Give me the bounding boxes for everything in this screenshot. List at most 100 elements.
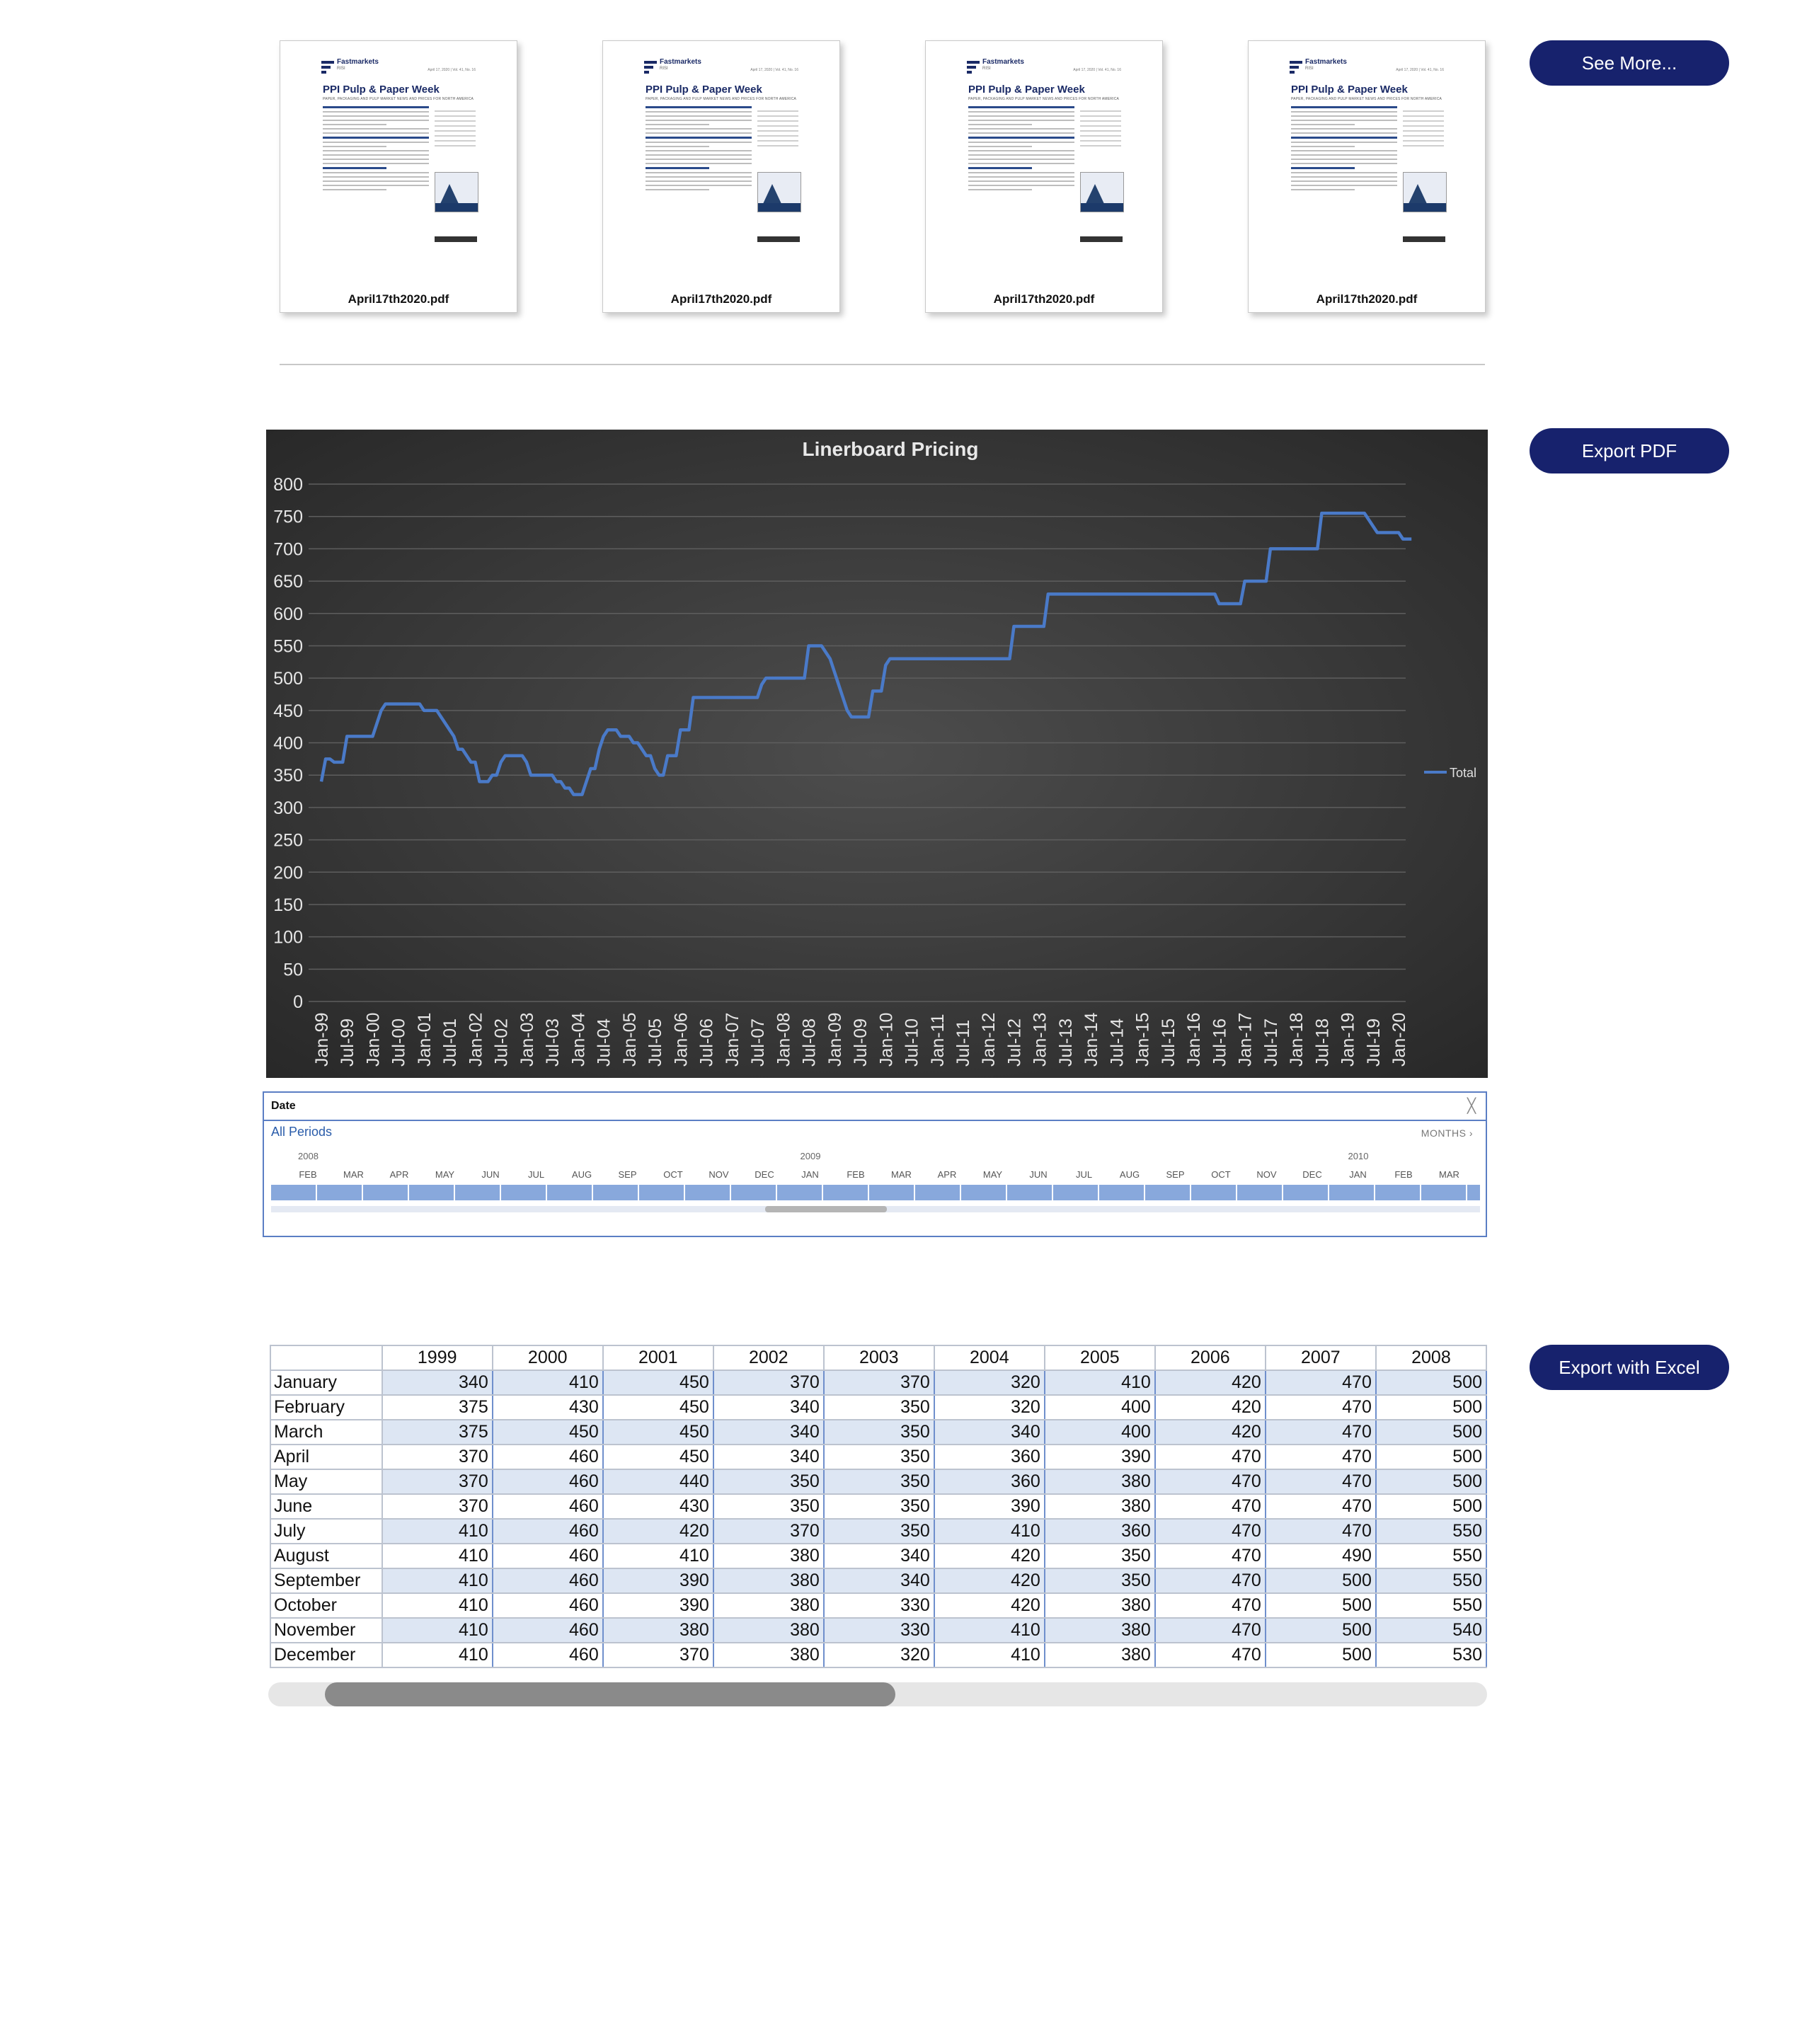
table-cell[interactable]: 390 — [933, 1493, 1045, 1520]
table-cell[interactable]: 390 — [1043, 1444, 1156, 1470]
table-cell[interactable]: 410 — [933, 1518, 1045, 1544]
table-cell[interactable]: 420 — [933, 1543, 1045, 1569]
table-cell[interactable]: 350 — [712, 1493, 825, 1520]
table-cell[interactable]: 380 — [712, 1543, 825, 1569]
table-cell[interactable]: 500 — [1264, 1617, 1377, 1643]
slicer-month-label[interactable]: FEB — [299, 1169, 317, 1180]
table-cell[interactable]: 370 — [712, 1518, 825, 1544]
table-cell[interactable]: 470 — [1264, 1469, 1377, 1495]
table-cell[interactable]: 550 — [1375, 1592, 1487, 1619]
table-cell[interactable]: 340 — [712, 1419, 825, 1445]
table-cell[interactable]: 460 — [491, 1617, 604, 1643]
table-cell[interactable]: 340 — [712, 1394, 825, 1420]
column-header[interactable]: 2007 — [1264, 1345, 1377, 1371]
slicer-month-label[interactable]: SEP — [1166, 1169, 1185, 1180]
pdf-thumbnail[interactable]: Fastmarkets RISI April 17, 2020 | Vol. 41,… — [602, 40, 840, 313]
slicer-month-label[interactable]: MAY — [435, 1169, 455, 1180]
table-cell[interactable]: 410 — [933, 1642, 1045, 1668]
table-cell[interactable]: 360 — [933, 1469, 1045, 1495]
table-cell[interactable]: 400 — [1043, 1419, 1156, 1445]
slicer-month-label[interactable]: OCT — [663, 1169, 683, 1180]
table-cell[interactable]: 420 — [933, 1592, 1045, 1619]
table-cell[interactable]: 460 — [491, 1568, 604, 1594]
table-cell[interactable]: 380 — [712, 1642, 825, 1668]
table-cell[interactable]: 410 — [933, 1617, 1045, 1643]
pdf-filename[interactable]: April17th2020.pdf — [993, 292, 1095, 306]
table-cell[interactable]: 460 — [491, 1444, 604, 1470]
column-header[interactable]: 2006 — [1154, 1345, 1266, 1371]
table-cell[interactable]: 460 — [491, 1493, 604, 1520]
table-cell[interactable]: 470 — [1154, 1493, 1266, 1520]
table-cell[interactable]: 420 — [1154, 1370, 1266, 1396]
table-cell[interactable]: 340 — [822, 1568, 935, 1594]
pdf-thumbnail[interactable]: Fastmarkets RISI April 17, 2020 | Vol. 41,… — [925, 40, 1163, 313]
slicer-month-label[interactable]: JAN — [801, 1169, 819, 1180]
table-cell[interactable]: 350 — [1043, 1543, 1156, 1569]
table-cell[interactable]: 470 — [1154, 1444, 1266, 1470]
table-cell[interactable]: 420 — [933, 1568, 1045, 1594]
table-cell[interactable]: 370 — [381, 1444, 493, 1470]
slicer-month-label[interactable]: MAY — [982, 1169, 1003, 1180]
table-cell[interactable]: 500 — [1264, 1568, 1377, 1594]
export-excel-button[interactable]: Export with Excel — [1530, 1345, 1729, 1390]
column-header[interactable]: 2003 — [822, 1345, 935, 1371]
table-cell[interactable]: 460 — [491, 1543, 604, 1569]
table-cell[interactable]: 460 — [491, 1469, 604, 1495]
table-cell[interactable]: 410 — [381, 1592, 493, 1619]
slicer-month-label[interactable]: FEB — [847, 1169, 865, 1180]
see-more-button[interactable]: See More... — [1530, 40, 1729, 86]
slicer-month-label[interactable]: FEB — [1394, 1169, 1413, 1180]
table-cell[interactable]: 350 — [822, 1444, 935, 1470]
table-cell[interactable]: 550 — [1375, 1543, 1487, 1569]
table-cell[interactable]: 500 — [1264, 1642, 1377, 1668]
pdf-thumbnail[interactable]: Fastmarkets RISI April 17, 2020 | Vol. 41,… — [1248, 40, 1486, 313]
table-cell[interactable]: 450 — [602, 1370, 714, 1396]
table-cell[interactable]: 470 — [1264, 1518, 1377, 1544]
table-cell[interactable]: 340 — [712, 1444, 825, 1470]
slicer-month-label[interactable]: MAR — [343, 1169, 364, 1180]
table-cell[interactable]: 460 — [491, 1642, 604, 1668]
table-cell[interactable]: 350 — [822, 1394, 935, 1420]
column-header[interactable]: 2001 — [602, 1345, 714, 1371]
table-cell[interactable]: 360 — [933, 1444, 1045, 1470]
table-cell[interactable]: 320 — [933, 1370, 1045, 1396]
table-cell[interactable]: 375 — [381, 1394, 493, 1420]
slicer-month-label[interactable]: DEC — [755, 1169, 774, 1180]
table-cell[interactable]: 350 — [822, 1469, 935, 1495]
table-scroll-thumb[interactable] — [325, 1682, 895, 1706]
table-cell[interactable]: 470 — [1264, 1444, 1377, 1470]
table-cell[interactable]: 440 — [602, 1469, 714, 1495]
table-cell[interactable]: 430 — [602, 1493, 714, 1520]
column-header[interactable]: 2002 — [712, 1345, 825, 1371]
pdf-filename[interactable]: April17th2020.pdf — [348, 292, 449, 306]
table-cell[interactable]: 410 — [381, 1568, 493, 1594]
table-cell[interactable]: 420 — [602, 1518, 714, 1544]
table-cell[interactable]: 500 — [1264, 1592, 1377, 1619]
slicer-scroll-thumb[interactable] — [765, 1206, 887, 1212]
slicer-month-label[interactable]: JUN — [1029, 1169, 1048, 1180]
table-cell[interactable]: 470 — [1264, 1493, 1377, 1520]
table-cell[interactable]: 340 — [822, 1543, 935, 1569]
table-cell[interactable]: 410 — [491, 1370, 604, 1396]
table-cell[interactable]: 410 — [381, 1543, 493, 1569]
table-cell[interactable]: 460 — [491, 1518, 604, 1544]
table-cell[interactable]: 470 — [1154, 1592, 1266, 1619]
table-cell[interactable]: 370 — [712, 1370, 825, 1396]
table-cell[interactable]: 540 — [1375, 1617, 1487, 1643]
slicer-month-label[interactable]: JAN — [1349, 1169, 1367, 1180]
table-cell[interactable]: 380 — [712, 1617, 825, 1643]
column-header[interactable]: 1999 — [381, 1345, 493, 1371]
table-cell[interactable]: 420 — [1154, 1394, 1266, 1420]
table-cell[interactable]: 470 — [1154, 1642, 1266, 1668]
table-cell[interactable]: 470 — [1154, 1617, 1266, 1643]
table-cell[interactable]: 500 — [1375, 1444, 1487, 1470]
slicer-month-label[interactable]: APR — [937, 1169, 957, 1180]
table-cell[interactable]: 350 — [822, 1419, 935, 1445]
table-cell[interactable]: 490 — [1264, 1543, 1377, 1569]
table-cell[interactable]: 390 — [602, 1568, 714, 1594]
table-cell[interactable]: 370 — [822, 1370, 935, 1396]
slicer-month-label[interactable]: MAR — [1439, 1169, 1459, 1180]
slicer-month-label[interactable]: JUL — [1075, 1169, 1093, 1180]
table-cell[interactable]: 370 — [602, 1642, 714, 1668]
table-cell[interactable]: 410 — [602, 1543, 714, 1569]
